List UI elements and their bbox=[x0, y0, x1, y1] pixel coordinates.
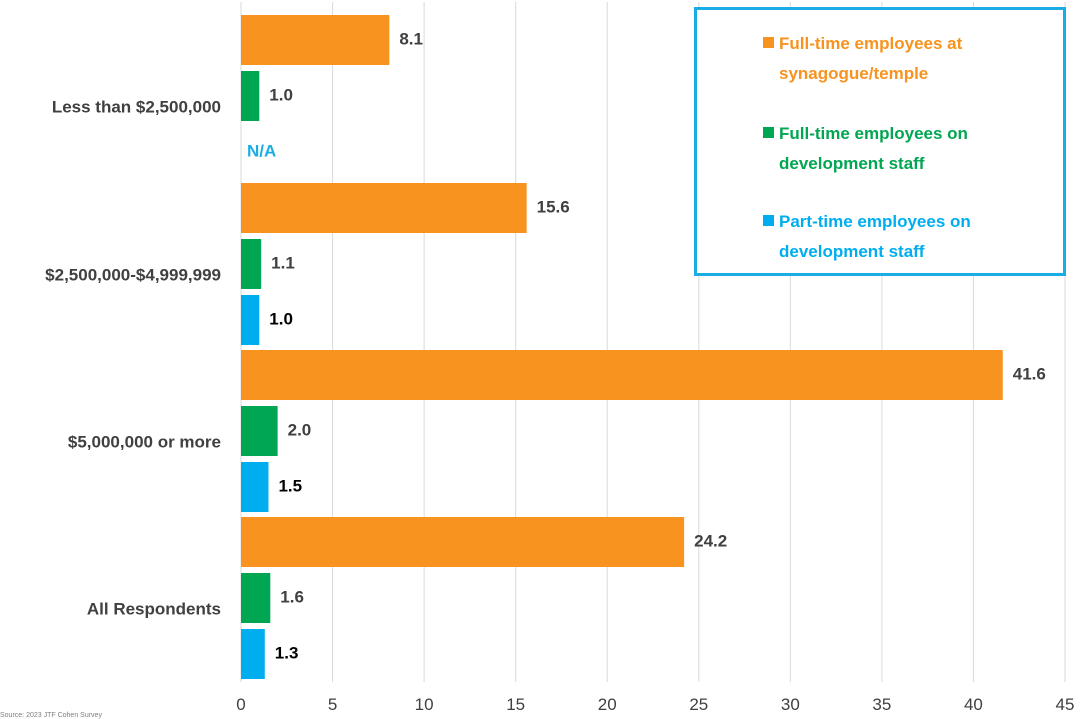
x-tick-label-4: 20 bbox=[598, 695, 617, 714]
source-footnote: Source: 2023 JTF Cohen Survey bbox=[0, 712, 102, 719]
x-tick-label-7: 35 bbox=[872, 695, 891, 714]
legend-label-0-line1: synagogue/temple bbox=[779, 64, 928, 83]
bar-series1-cat0 bbox=[241, 71, 260, 121]
bar-series0-cat1 bbox=[241, 183, 527, 233]
legend-label-1-line1: development staff bbox=[779, 154, 925, 173]
bar-series0-cat3 bbox=[241, 517, 685, 567]
value-label-series2-cat0: N/A bbox=[247, 141, 276, 160]
x-tick-label-2: 10 bbox=[415, 695, 434, 714]
bar-series1-cat1 bbox=[241, 239, 262, 289]
legend-label-2-line1: development staff bbox=[779, 242, 925, 261]
bar-series0-cat2 bbox=[241, 350, 1003, 400]
value-label-series1-cat3: 1.6 bbox=[280, 587, 304, 606]
category-label-3: All Respondents bbox=[87, 599, 221, 618]
legend: Full-time employees at synagogue/temple Fu… bbox=[694, 7, 1066, 276]
x-tick-label-1: 5 bbox=[328, 695, 337, 714]
legend-swatch-1 bbox=[763, 127, 774, 138]
x-tick-label-5: 25 bbox=[689, 695, 708, 714]
bars-group bbox=[241, 15, 1003, 679]
bar-series2-cat1 bbox=[241, 295, 260, 345]
legend-swatch-0 bbox=[763, 37, 774, 48]
x-tick-label-0: 0 bbox=[236, 695, 245, 714]
x-tick-label-8: 40 bbox=[964, 695, 983, 714]
value-label-series2-cat3: 1.3 bbox=[275, 643, 299, 662]
x-tick-label-6: 30 bbox=[781, 695, 800, 714]
legend-label-2-line0: Part-time employees on bbox=[779, 212, 971, 231]
category-label-1: $2,500,000-$4,999,999 bbox=[45, 265, 221, 284]
value-label-series1-cat0: 1.0 bbox=[269, 85, 293, 104]
value-labels-group: 8.1 15.6 41.6 24.2 1.0 1.1 2.0 1.6 N/A 1.0 1.5 1.3 bbox=[247, 29, 1046, 662]
legend-box bbox=[694, 7, 1066, 276]
value-label-series0-cat3: 24.2 bbox=[694, 531, 727, 550]
bar-series1-cat2 bbox=[241, 406, 278, 456]
category-labels-group: Less than $2,500,000 $2,500,000-$4,999,99… bbox=[45, 97, 221, 618]
legend-label-0-line0: Full-time employees at bbox=[779, 34, 963, 53]
bar-series2-cat2 bbox=[241, 462, 269, 512]
legend-swatch-2 bbox=[763, 215, 774, 226]
bar-series0-cat0 bbox=[241, 15, 390, 65]
value-label-series2-cat2: 1.5 bbox=[278, 476, 302, 495]
x-tick-labels-group: 0 5 10 15 20 25 30 35 40 45 bbox=[236, 695, 1074, 714]
bar-series2-cat3 bbox=[241, 629, 265, 679]
category-label-2: $5,000,000 or more bbox=[68, 432, 221, 451]
value-label-series2-cat1: 1.0 bbox=[269, 309, 293, 328]
bar-series1-cat3 bbox=[241, 573, 271, 623]
value-label-series0-cat0: 8.1 bbox=[399, 29, 423, 48]
x-tick-label-9: 45 bbox=[1056, 695, 1075, 714]
x-tick-label-3: 15 bbox=[506, 695, 525, 714]
value-label-series1-cat1: 1.1 bbox=[271, 253, 295, 272]
value-label-series0-cat2: 41.6 bbox=[1013, 364, 1046, 383]
value-label-series1-cat2: 2.0 bbox=[288, 420, 312, 439]
legend-label-1-line0: Full-time employees on bbox=[779, 124, 968, 143]
category-label-0: Less than $2,500,000 bbox=[52, 97, 221, 116]
value-label-series0-cat1: 15.6 bbox=[537, 197, 570, 216]
